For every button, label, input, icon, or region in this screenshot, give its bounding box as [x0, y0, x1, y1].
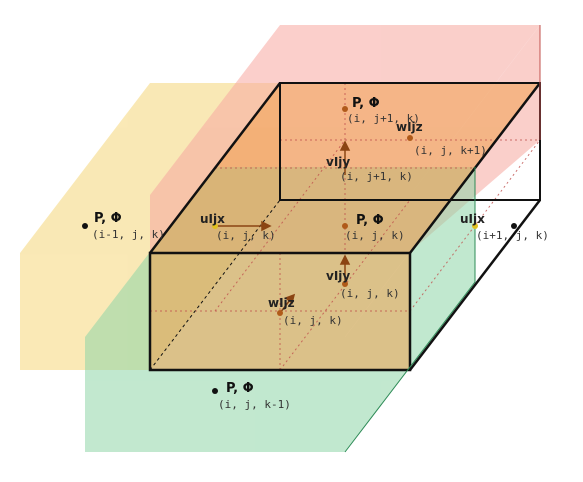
label-idx-u-left: (i, j, k) — [216, 229, 276, 242]
point-w-bottom — [277, 310, 283, 316]
label-idx-w-top: (i, j, k+1) — [414, 144, 487, 157]
label-p-left: P, Φ — [94, 211, 122, 226]
label-w-bottom: wIjz — [268, 296, 295, 310]
point-v-bottom — [342, 281, 348, 287]
point-bottom — [212, 388, 218, 394]
grid-points — [82, 106, 517, 394]
label-idx-u-right: (i+1, j, k) — [476, 229, 549, 242]
point-left — [82, 223, 88, 229]
velocity-arrows — [215, 140, 351, 314]
label-v-bottom: vIjy — [326, 269, 350, 283]
label-p-center: P, Φ — [356, 213, 384, 228]
label-idx-left: (i-1, j, k) — [92, 228, 165, 241]
label-idx-v-bottom: (i, j, k) — [340, 287, 400, 300]
label-w-top: wIjz — [396, 120, 423, 134]
label-u-left: uIjx — [200, 212, 225, 226]
label-idx-center: (i, j, k) — [345, 229, 405, 242]
point-u-left — [212, 223, 218, 229]
label-v-top: vIjy — [326, 155, 350, 169]
label-p-top: P, Φ — [352, 96, 380, 111]
label-idx-v-top: (i, j+1, k) — [340, 170, 413, 183]
label-u-right: uIjx — [460, 212, 485, 226]
label-idx-bottom: (i, j, k-1) — [218, 398, 291, 411]
point-u-right — [472, 223, 478, 229]
point-right — [511, 223, 517, 229]
label-p-bottom: P, Φ — [226, 381, 254, 396]
point-w-top — [407, 135, 413, 141]
point-top — [342, 106, 348, 112]
label-idx-top: (i, j+1, k) — [347, 112, 420, 125]
label-idx-w-bottom: (i, j, k) — [283, 314, 343, 327]
point-center — [342, 223, 348, 229]
